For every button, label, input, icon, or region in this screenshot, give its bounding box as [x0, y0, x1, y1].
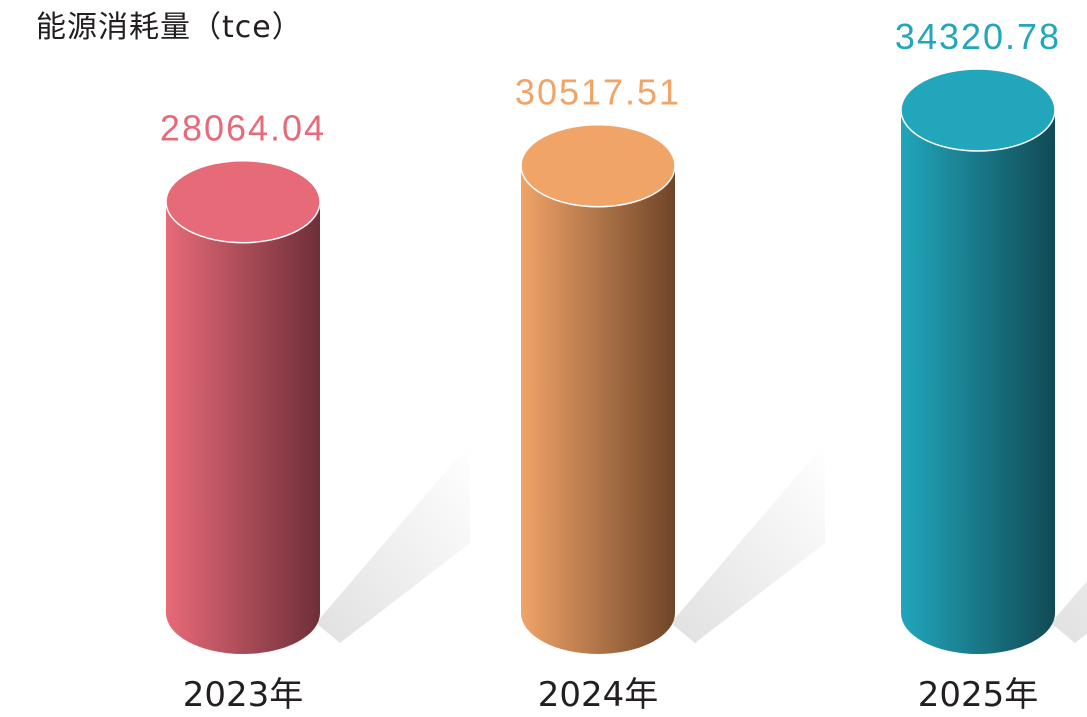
category-label-0: 2023年 — [183, 675, 304, 715]
category-label-1: 2024年 — [538, 675, 659, 715]
value-label-0: 28064.04 — [160, 108, 326, 149]
value-label-1: 30517.51 — [515, 72, 681, 113]
bar-0 — [166, 202, 320, 654]
value-label-2: 34320.78 — [895, 16, 1061, 57]
bar-top-cap-1 — [521, 125, 675, 207]
bar-shadow — [316, 443, 470, 643]
category-label-2: 2025年 — [918, 675, 1039, 715]
bars-layer — [166, 69, 1055, 654]
bar-1 — [521, 166, 675, 654]
bar-top-cap-0 — [166, 161, 320, 243]
bar-shadow — [1051, 443, 1087, 643]
bar-top-cap-2 — [901, 69, 1055, 151]
bar-shadow — [671, 443, 825, 643]
bar-2 — [901, 110, 1055, 654]
